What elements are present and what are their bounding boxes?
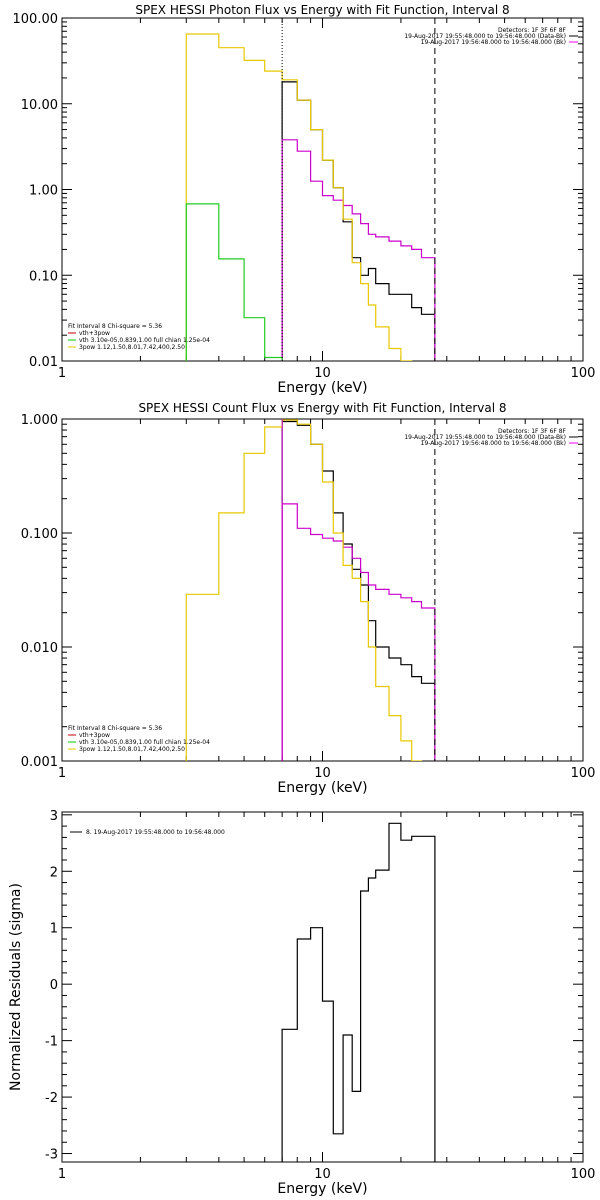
y-tick-label: -3 xyxy=(45,1148,58,1163)
legend-entry: 19-Aug-2017 19:56:48.000 to 19:56:48.000… xyxy=(421,440,566,447)
data-area xyxy=(185,33,436,361)
x-tick-label: 1 xyxy=(58,366,66,381)
x-tick-label: 100 xyxy=(571,1167,596,1182)
series-line xyxy=(185,33,413,361)
legend-entry: 3pow 1.12,1.50,8.01,7.42,400,2.50 xyxy=(79,344,185,351)
legend-entry: 19-Aug-2017 19:55:48.000 to 19:56:48.000… xyxy=(404,33,566,40)
panel-title: SPEX HESSI Count Flux vs Energy with Fit… xyxy=(138,401,506,415)
y-tick-label: 0 xyxy=(50,978,58,993)
y-tick-label: -2 xyxy=(45,1091,58,1106)
legend-entry: 19-Aug-2017 19:56:48.000 to 19:56:48.000… xyxy=(421,39,566,46)
x-tick-label: 100 xyxy=(571,766,596,781)
series-4 xyxy=(185,203,283,361)
y-tick-label: 0.01 xyxy=(29,355,58,370)
series-1 xyxy=(281,822,436,1162)
y-tick-label: 100.00 xyxy=(13,12,59,27)
x-tick-label: 10 xyxy=(314,1167,331,1182)
legend-entry: 19-Aug-2017 19:55:48.000 to 19:56:48.000… xyxy=(404,434,566,441)
x-tick-label: 10 xyxy=(314,366,331,381)
panel-title: SPEX HESSI Photon Flux vs Energy with Fi… xyxy=(135,3,509,17)
x-axis-label: Energy (keV) xyxy=(277,780,367,796)
x-tick-label: 100 xyxy=(571,366,596,381)
series-1 xyxy=(281,81,436,361)
legend-entry: Detectors: 1F 3F 6F 8F xyxy=(498,428,567,435)
data-area xyxy=(185,419,436,761)
y-axis-label: Normalized Residuals (sigma) xyxy=(8,883,24,1091)
y-tick-label: 1.000 xyxy=(21,413,58,428)
series-3 xyxy=(185,33,413,361)
y-tick-label: 0.010 xyxy=(21,641,58,656)
y-tick-label: 1 xyxy=(50,922,58,937)
y-tick-label: 0.100 xyxy=(21,527,58,542)
data-area xyxy=(281,822,436,1162)
series-line xyxy=(281,139,436,361)
x-tick-label: 1 xyxy=(58,766,66,781)
x-tick-label: 10 xyxy=(314,766,331,781)
legend-entry: vth 3.10e-05,0.839,1.00 full chian 1.25e… xyxy=(79,337,210,344)
y-tick-label: 2 xyxy=(50,865,58,880)
series-line xyxy=(281,81,436,361)
y-tick-label: 1.00 xyxy=(29,184,58,199)
series-2 xyxy=(281,503,436,761)
panel-3: 1 10 100 Energy (keV) -3 -2 -1 0 1 2 3 Normalized R… xyxy=(8,809,595,1197)
series-2 xyxy=(281,139,436,361)
series-line xyxy=(185,419,423,761)
legend-entry: vth 3.10e-05,0.839,1.00 full chian 1.25e… xyxy=(79,739,210,746)
legend-entry: vth+3pow xyxy=(79,330,110,337)
panel-1: SPEX HESSI Photon Flux vs Energy with Fi… xyxy=(13,3,596,396)
legend-entry: 3pow 1.12,1.50,8.01,7.42,400,2.50 xyxy=(79,746,185,753)
legend-entry: Fit Interval 8 Chi-square = 5.36 xyxy=(68,323,162,330)
series-line xyxy=(281,503,436,761)
series-3 xyxy=(185,419,423,761)
x-tick-label: 1 xyxy=(58,1167,66,1182)
series-line xyxy=(185,203,283,361)
y-tick-label: 0.001 xyxy=(21,755,58,770)
legend-entry: 8. 19-Aug-2017 19:55:48.000 to 19:56:48.… xyxy=(86,829,225,836)
y-tick-label: 3 xyxy=(50,809,58,824)
legend-entry: Detectors: 1F 3F 6F 8F xyxy=(498,27,567,34)
x-axis-label: Energy (keV) xyxy=(277,380,367,396)
y-tick-label: 10.00 xyxy=(21,98,58,113)
x-axis-label: Energy (keV) xyxy=(277,1181,367,1197)
panel-2: SPEX HESSI Count Flux vs Energy with Fit… xyxy=(21,401,596,796)
legend-entry: vth+3pow xyxy=(79,732,110,739)
y-tick-label: 0.10 xyxy=(29,269,58,284)
y-tick-label: -1 xyxy=(45,1035,58,1050)
series-line xyxy=(281,822,436,1162)
legend-entry: Fit Interval 8 Chi-square = 5.36 xyxy=(68,725,162,732)
